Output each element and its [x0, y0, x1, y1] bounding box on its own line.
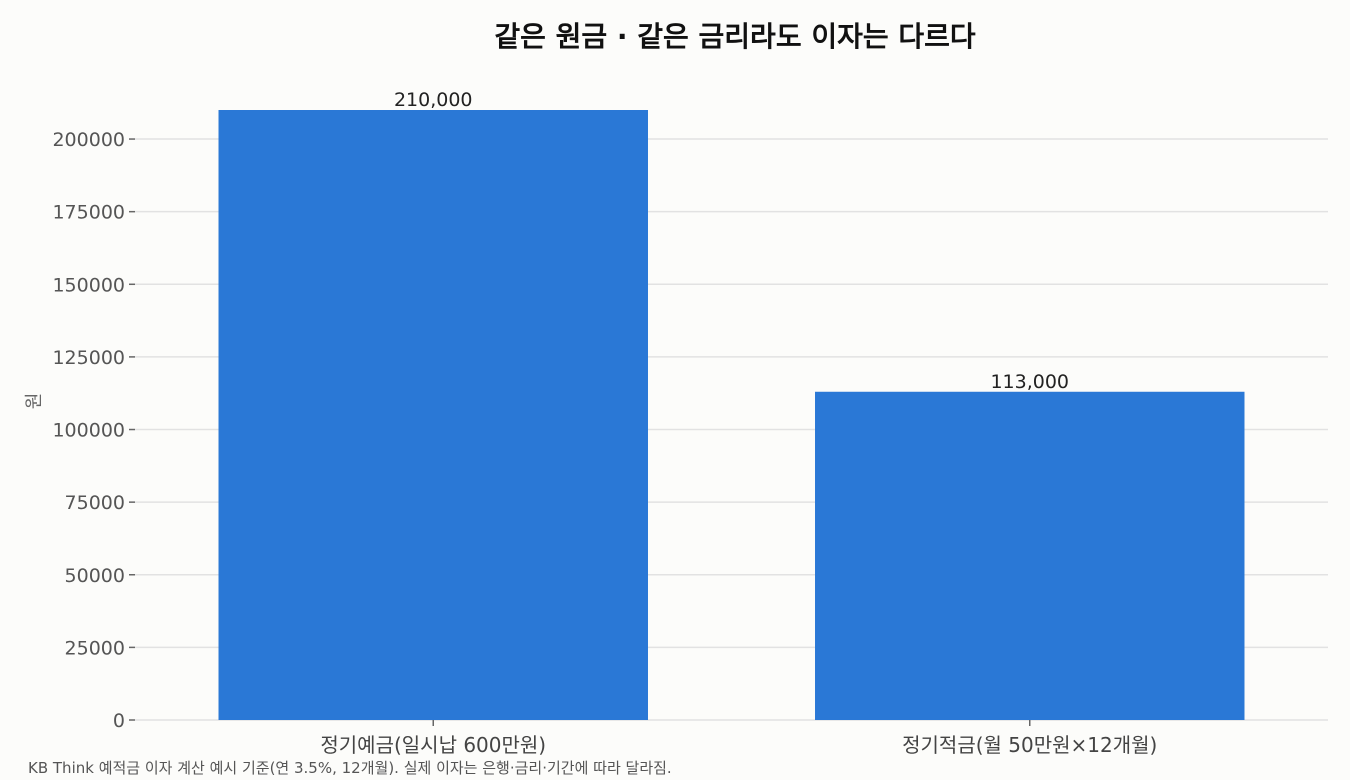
x-category-label: 정기적금(월 50만원×12개월)	[902, 733, 1157, 757]
chart-title: 같은 원금 · 같은 금리라도 이자는 다르다	[494, 20, 976, 53]
y-tick-label: 100000	[52, 420, 125, 442]
axis-layer: 0 25000 50000 75000 100000 125000 150000 175000…	[52, 129, 1157, 757]
bar-value-label: 210,000	[394, 89, 473, 111]
y-tick-label: 0	[113, 710, 125, 732]
bar-value-label: 113,000	[990, 371, 1069, 393]
x-category-label: 정기예금(일시납 600만원)	[320, 733, 546, 757]
bar-layer: 210,000 113,000	[218, 89, 1245, 720]
footnote: KB Think 예적금 이자 계산 예시 기준(연 3.5%, 12개월). …	[28, 759, 672, 777]
bar	[815, 391, 1245, 720]
bar	[218, 110, 648, 720]
y-tick-label: 75000	[65, 492, 125, 514]
y-tick-label: 150000	[52, 274, 125, 296]
y-tick-label: 175000	[52, 202, 125, 224]
y-tick-label: 25000	[65, 637, 125, 659]
y-tick-label: 50000	[65, 565, 125, 587]
y-axis-label: 원	[24, 393, 45, 410]
y-tick-label: 200000	[52, 129, 125, 151]
y-tick-label: 125000	[52, 347, 125, 369]
